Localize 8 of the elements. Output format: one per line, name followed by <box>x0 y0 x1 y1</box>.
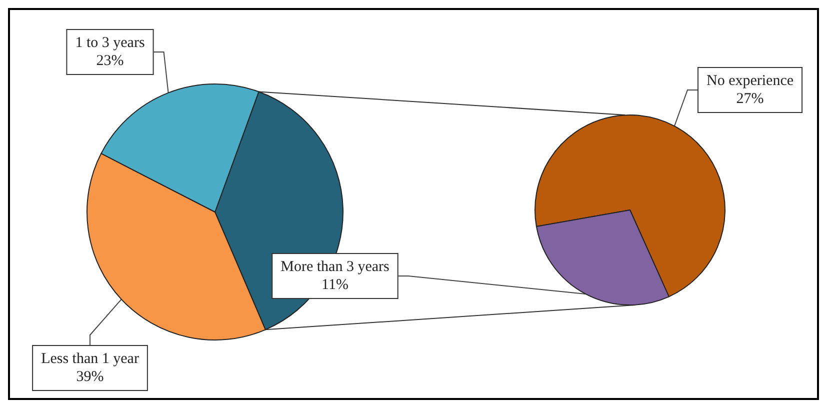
data-label: 11% <box>322 277 348 293</box>
slice-label: More than 3 years <box>280 259 390 275</box>
data-label: 39% <box>76 369 104 385</box>
slice-label: No experience <box>706 73 794 89</box>
data-label: 27% <box>736 91 764 107</box>
data-label: 23% <box>96 53 124 69</box>
slice-label: 1 to 3 years <box>75 35 145 51</box>
slice-label: Less than 1 year <box>41 351 139 367</box>
